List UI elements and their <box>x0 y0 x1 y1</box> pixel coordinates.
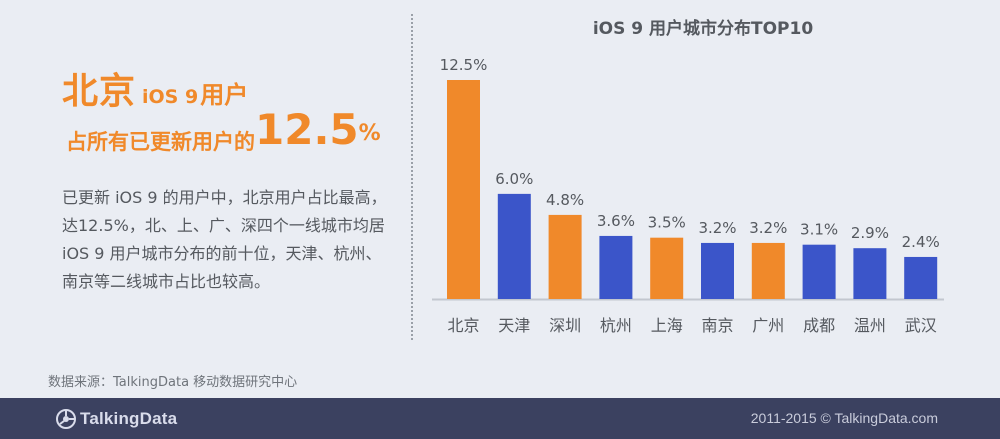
data-label-4: 3.6% <box>597 212 635 230</box>
category-label-6: 南京 <box>701 316 733 335</box>
chart-area: iOS 9 用户城市分布TOP10 12.5% 北京 6.0% 天津 4.8% 深圳 3.6%… <box>432 18 944 335</box>
bar-6 <box>701 242 734 299</box>
bar-9 <box>853 248 887 299</box>
bar-10 <box>904 256 938 299</box>
data-source: 数据来源：TalkingData 移动数据研究中心 <box>48 375 298 390</box>
dotted-divider <box>411 14 413 340</box>
copyright-text: 2011-2015 © TalkingData.com <box>750 410 938 426</box>
data-label-1: 12.5% <box>440 56 488 74</box>
data-label-7: 3.2% <box>749 219 787 237</box>
headline-line2-text: 占所有已更新用户的 <box>66 130 255 154</box>
category-label-7: 广州 <box>752 316 784 335</box>
data-label-9: 2.9% <box>851 224 889 242</box>
category-label-9: 温州 <box>854 316 886 335</box>
data-label-6: 3.2% <box>698 219 736 237</box>
headline-line2: 占所有已更新用户的12.5% <box>66 104 381 156</box>
logo-text: TalkingData <box>80 409 178 428</box>
category-label-8: 成都 <box>803 316 835 335</box>
talkingdata-logo-icon <box>56 409 76 429</box>
headline-users: 用户 <box>200 81 249 109</box>
bar-4 <box>599 235 633 299</box>
left-panel: 北京 iOS 9用户 占所有已更新用户的12.5% 已更新 iOS 9 的用户中，… <box>0 0 410 390</box>
category-label-10: 武汉 <box>905 316 937 335</box>
bar-3 <box>548 214 582 299</box>
data-label-3: 4.8% <box>546 191 584 209</box>
bar-7 <box>751 242 785 299</box>
brand-logo: TalkingData <box>56 406 177 432</box>
headline-percentage: 12.5 <box>255 105 359 154</box>
chart-title: iOS 9 用户城市分布TOP10 <box>593 18 814 39</box>
description-text: 已更新 iOS 9 的用户中，北京用户占比最高，达12.5%，北、上、广、深四个… <box>62 188 387 291</box>
data-label-2: 6.0% <box>495 170 533 188</box>
bar-chart: iOS 9 用户城市分布TOP10 12.5% 北京 6.0% 天津 4.8% 深圳 3.6%… <box>432 18 944 335</box>
headline-city: 北京 <box>62 71 137 112</box>
headline-os: iOS 9 <box>142 86 199 108</box>
category-label-4: 杭州 <box>600 316 632 335</box>
category-label-3: 深圳 <box>549 316 581 335</box>
category-label-1: 北京 <box>447 316 479 335</box>
bar-5 <box>650 237 684 299</box>
bar-1 <box>447 80 480 299</box>
bar-8 <box>802 244 836 299</box>
category-label-2: 天津 <box>498 316 530 335</box>
bar-2 <box>497 193 531 299</box>
headline-percent-sign: % <box>358 121 381 146</box>
headline-line1: 北京 iOS 9用户 <box>62 62 248 114</box>
footer-bar: TalkingData 2011-2015 © TalkingData.com <box>0 398 1000 439</box>
category-label-5: 上海 <box>651 316 683 335</box>
data-label-5: 3.5% <box>648 214 686 232</box>
data-label-8: 3.1% <box>800 221 838 239</box>
data-label-10: 2.4% <box>902 233 940 251</box>
